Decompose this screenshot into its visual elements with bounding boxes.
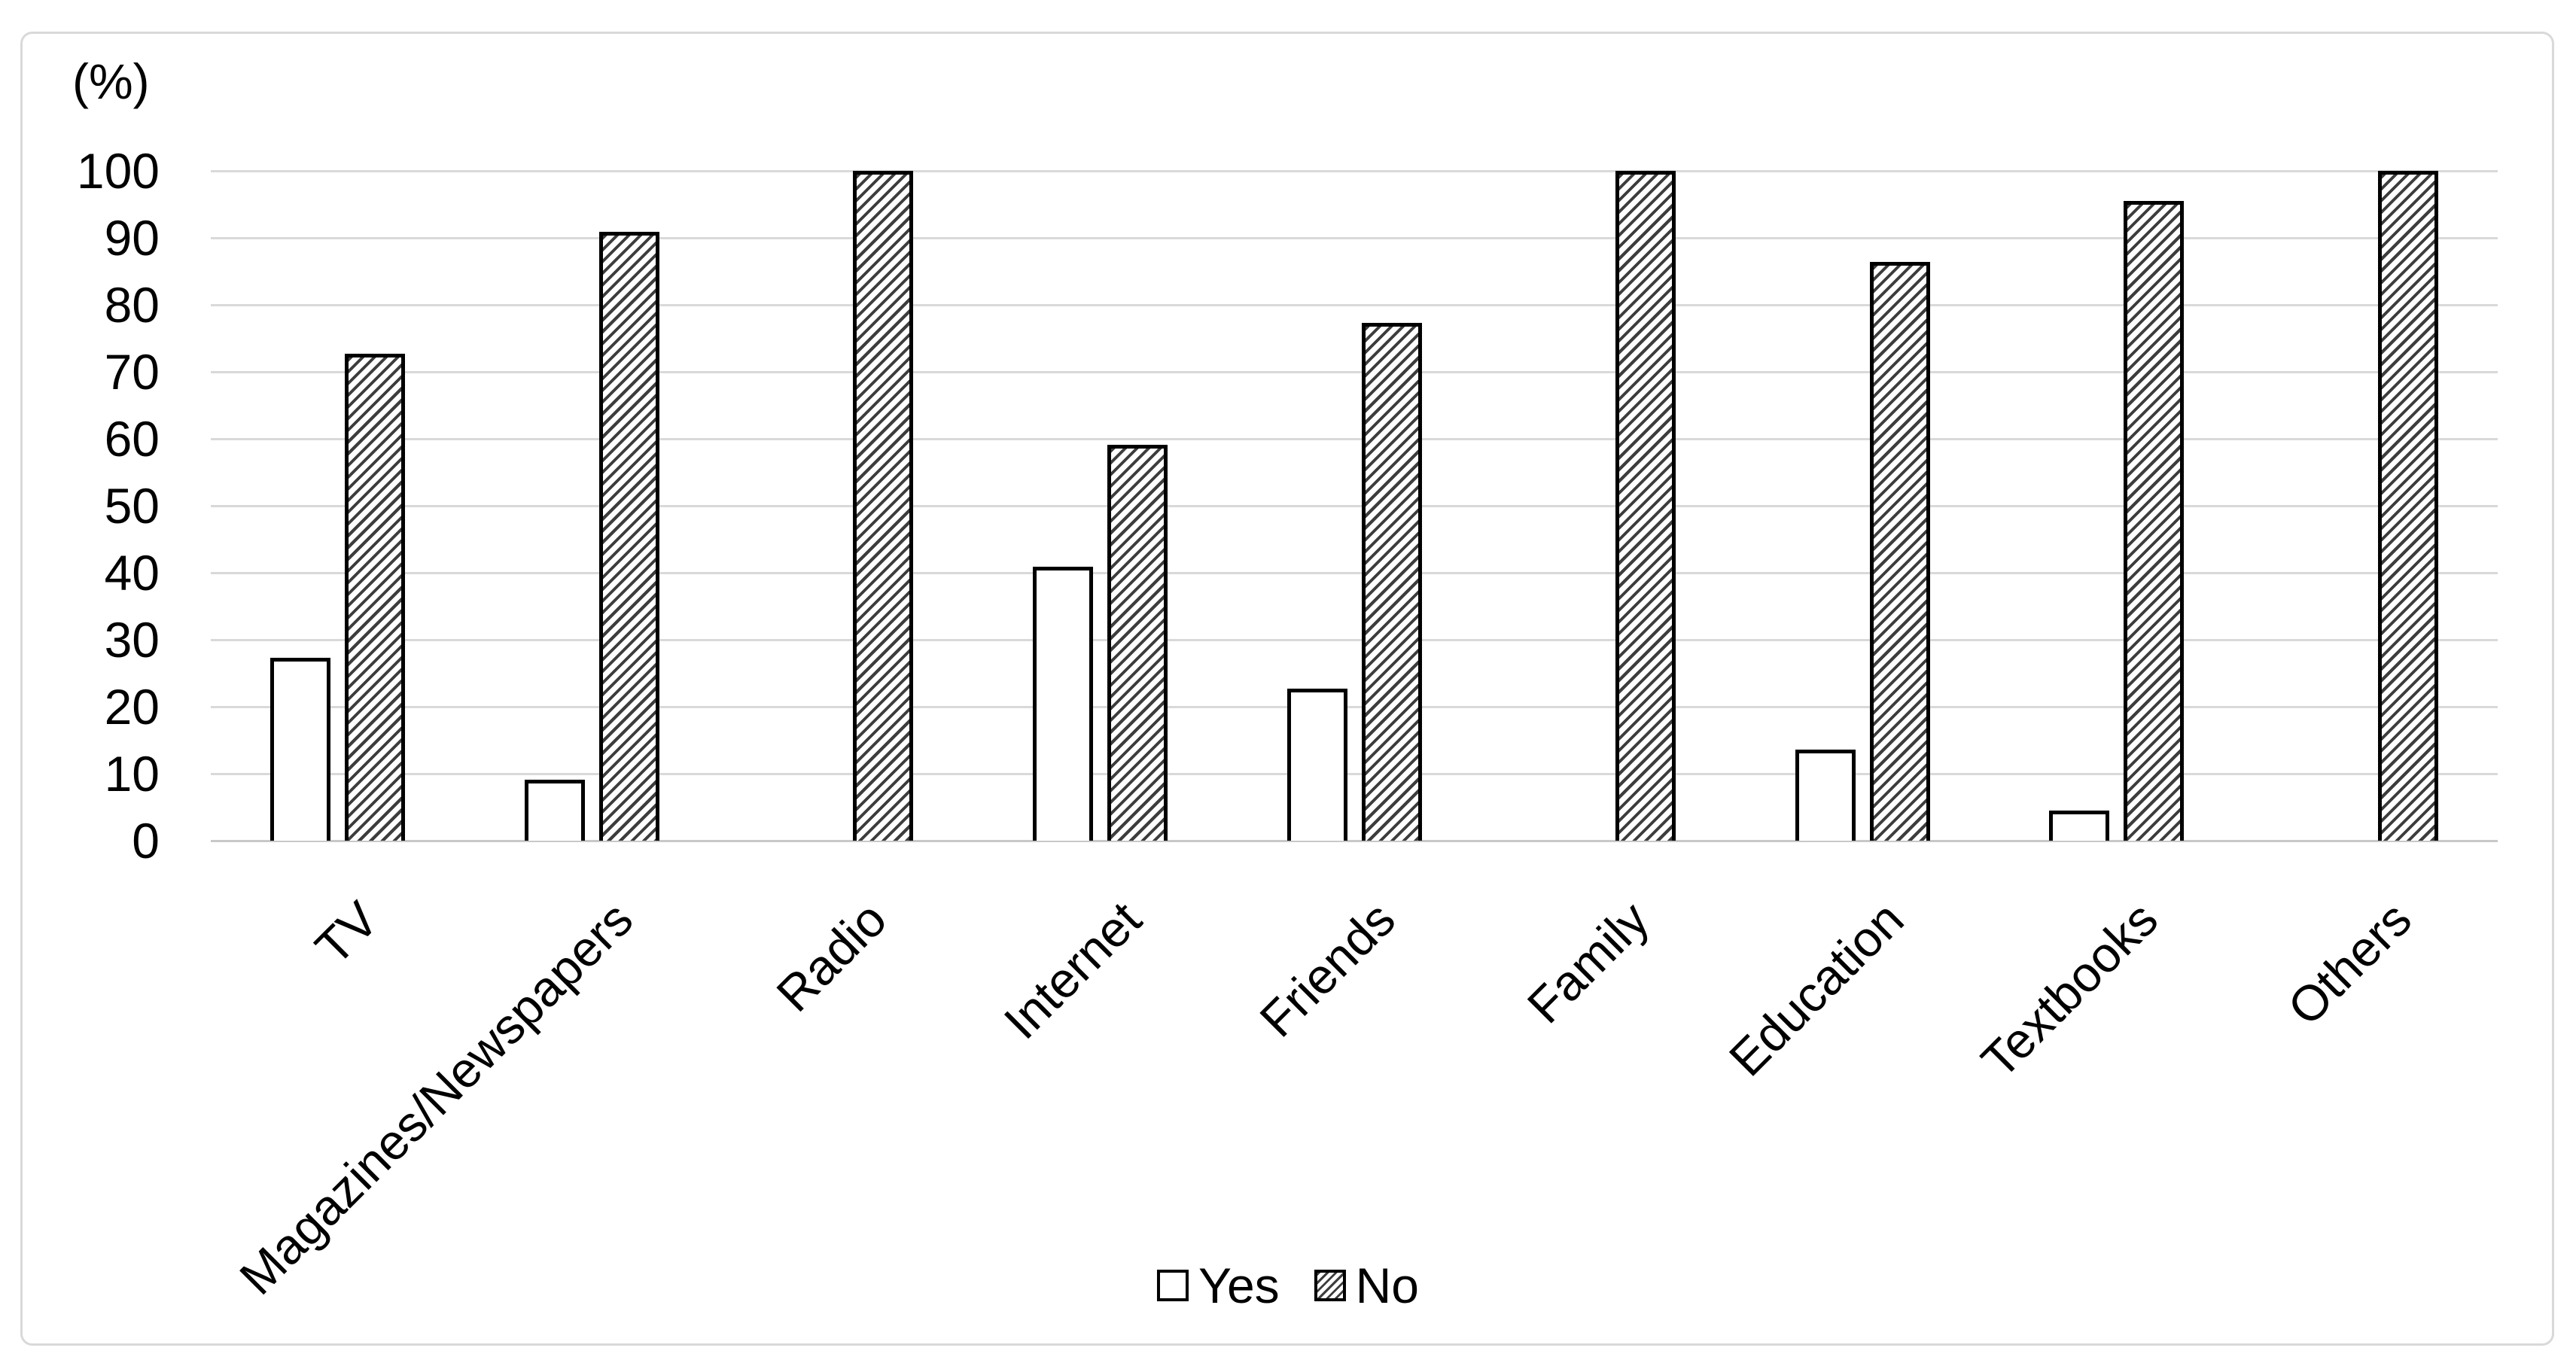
y-tick-label: 40 — [104, 545, 160, 601]
y-axis-title: (%) — [72, 53, 150, 109]
bar-no-magazines-newspapers — [598, 232, 659, 841]
legend: Yes No — [1156, 1255, 1419, 1316]
y-tick-label: 90 — [104, 210, 160, 266]
legend-yes-label: Yes — [1198, 1258, 1280, 1313]
bar-no-friends — [1361, 323, 1422, 841]
y-tick-label: 70 — [104, 344, 160, 400]
gridline — [211, 706, 2498, 708]
bar-yes-magazines-newspapers — [524, 780, 585, 841]
bar-no-radio — [853, 171, 914, 841]
gridline — [211, 237, 2498, 239]
bar-yes-tv — [270, 658, 331, 841]
y-tick-label: 50 — [104, 478, 160, 534]
gridline — [211, 505, 2498, 507]
y-tick-label: 30 — [104, 612, 160, 668]
gridline — [211, 572, 2498, 574]
bar-no-internet — [1107, 445, 1168, 841]
x-axis-line — [211, 840, 2498, 842]
gridline — [211, 438, 2498, 440]
legend-yes-swatch-icon — [1156, 1270, 1189, 1301]
bar-yes-education — [1795, 750, 1856, 841]
legend-item-yes: Yes — [1156, 1255, 1280, 1316]
y-tick-label: 100 — [76, 143, 160, 199]
legend-no-swatch-icon — [1314, 1270, 1346, 1301]
gridline — [211, 371, 2498, 373]
bar-no-family — [1615, 171, 1676, 841]
y-tick-label: 20 — [104, 679, 160, 735]
legend-item-no: No — [1314, 1255, 1419, 1316]
gridline — [211, 773, 2498, 775]
figure-frame — [20, 32, 2554, 1346]
bar-no-textbooks — [2124, 201, 2185, 841]
bar-no-tv — [345, 354, 406, 841]
bar-no-education — [1869, 262, 1930, 841]
y-tick-label: 0 — [132, 813, 160, 869]
bar-yes-internet — [1032, 567, 1093, 841]
y-tick-label: 60 — [104, 411, 160, 467]
bar-yes-textbooks — [2049, 811, 2110, 841]
legend-no-label: No — [1355, 1258, 1420, 1313]
bar-no-others — [2377, 171, 2438, 841]
gridline — [211, 304, 2498, 306]
y-tick-label: 10 — [104, 746, 160, 802]
y-tick-label: 80 — [104, 277, 160, 333]
gridline — [211, 639, 2498, 641]
bar-yes-friends — [1286, 689, 1347, 841]
gridline — [211, 170, 2498, 172]
